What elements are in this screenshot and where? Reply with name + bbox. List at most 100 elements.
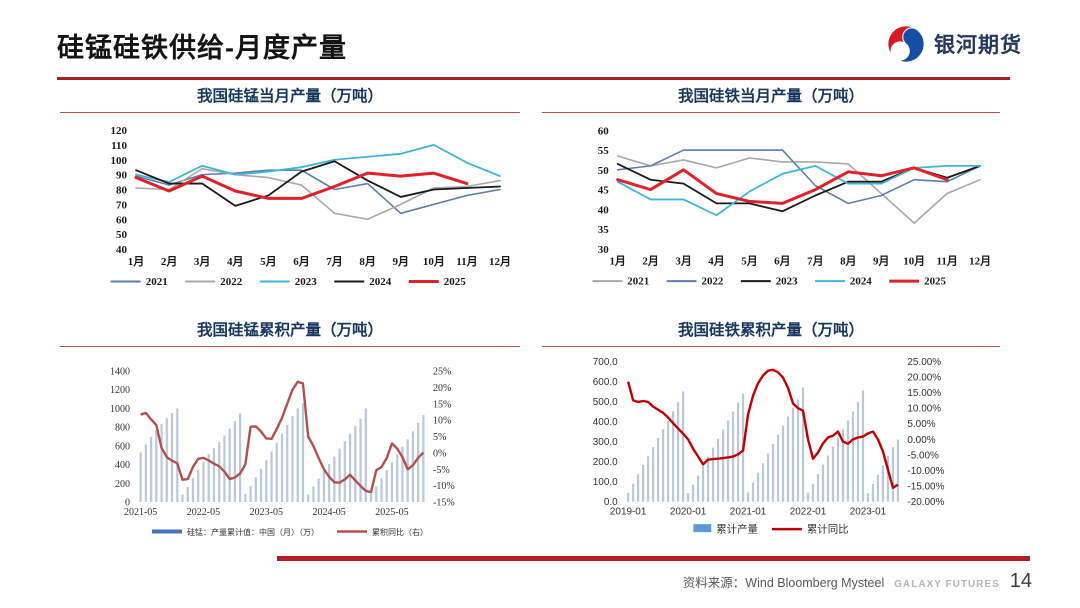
bar [662,429,665,502]
left-axis-label: 400 [115,460,130,471]
right-axis-label: 20.00% [907,372,941,383]
bar [380,478,383,502]
y-axis-label: 55 [598,145,609,157]
legend-label: 累积同比（右） [372,527,428,537]
y-axis-label: 35 [598,224,609,236]
page-number: 14 [1009,570,1032,592]
footer-accent-bar [277,556,1030,561]
series-line-yoy [140,380,425,494]
bar [280,433,284,502]
x-axis-label: 10月 [903,255,925,268]
bar [296,408,299,502]
x-axis-label: 7月 [326,255,343,268]
bar [286,424,289,502]
bar [191,478,195,502]
bar [322,471,325,502]
axes: 700.0 600.0 500.0 400.0 300.0 200.0 100.0 0.0 25… [593,357,945,518]
legend-label: 累计同比 [807,523,849,536]
bar [716,438,720,502]
bar [811,483,815,502]
bar [223,435,226,502]
chart-panel-ferrosilicon-monthly: 我国硅铁当月产量（万吨） 60 55 50 45 40 35 30 1月 2月 3月 4月 5月 6月 7… [542,86,1000,304]
y-axis-label: 110 [111,140,127,152]
x-axis-label: 3月 [675,255,691,268]
x-axis-label: 6月 [774,255,790,268]
legend-label: 2023 [295,276,318,288]
title-underline [57,77,1010,80]
series-line-2024 [135,160,501,207]
bar [721,429,725,502]
bar [771,444,775,502]
x-axis-label: 2020-01 [670,507,707,518]
series-bars [627,387,900,502]
left-axis-label: 0 [125,498,130,509]
bar [696,475,700,502]
bar [176,408,179,502]
bar [364,408,367,502]
footer-brand: GALAXY FUTURES [894,579,1000,590]
bar [891,447,895,502]
x-axis-label: 2019-01 [610,507,647,518]
bar [275,442,278,502]
right-axis-label: -15% [433,498,455,509]
x-axis-label: 2月 [161,255,178,268]
y-axis-label: 50 [116,229,128,241]
left-axis-label: 600.0 [593,377,618,388]
brand-logo: 银河期货 [886,24,1022,64]
bar [881,465,885,502]
bar [207,454,210,502]
bar [333,456,336,502]
bar [390,462,394,502]
series-line-2022 [616,149,981,205]
x-axis-label: 2022-05 [187,507,220,518]
bar [181,494,184,502]
bar [155,429,158,502]
bar [165,418,168,502]
bar [726,420,730,502]
bar [711,447,715,502]
bar [637,474,640,502]
bar [396,454,399,502]
x-axis-label: 9月 [873,255,889,268]
x-axis-label: 4月 [708,255,724,268]
bar [144,444,147,502]
bar [796,399,800,502]
source-text: 资料来源：Wind Bloomberg Mysteel [682,576,885,590]
y-axis-label: 30 [598,244,609,256]
bar [701,466,705,502]
bar [831,446,835,502]
x-axis-label: 2021-05 [124,507,157,518]
right-axis-label: -15.00% [907,482,944,493]
bar [851,411,855,502]
chart-panel-silicomanganese-cumulative: 我国硅锰累积产量（万吨） 1400 1200 1000 800 600 400 200 0 25… [60,320,520,548]
bar [781,425,785,502]
legend-label: 硅锰：产量累计值：中国（月）（万） [187,527,319,537]
series-bars [139,403,425,502]
x-axis-label: 2024-05 [312,507,345,518]
silicomanganese-cumulative-chart: 1400 1200 1000 800 600 400 200 0 25% 20% 15% 10% 5% 0… [110,367,455,538]
x-axis-label: 8月 [359,255,376,268]
bar [139,452,142,502]
bar [896,439,900,502]
brand-name: 银河期货 [934,34,1022,57]
right-axis-label: -10.00% [907,466,944,477]
bar [766,453,770,502]
footer: 资料来源：Wind Bloomberg Mysteel GALAXY FUTUR… [683,570,1032,593]
x-axis-label: 12月 [969,255,991,268]
bar [627,492,630,502]
bar [866,493,870,502]
y-axis-label: 120 [111,125,128,137]
legend-label: 2022 [702,276,724,288]
bar [291,415,294,502]
right-axis-label: 20% [433,383,451,394]
bar [821,464,825,502]
right-axis-label: -5.00% [907,450,939,461]
x-axis-label: 6月 [293,255,310,268]
chart-title: 我国硅铁当月产量（万吨） [542,86,1000,113]
x-axis-label: 5月 [741,255,757,268]
chart-panel-silicomanganese-monthly: 我国硅锰当月产量（万吨） 120 110 100 90 80 70 60 50 40 1月 2月 3月… [60,86,520,304]
x-axis-label: 8月 [840,255,856,268]
